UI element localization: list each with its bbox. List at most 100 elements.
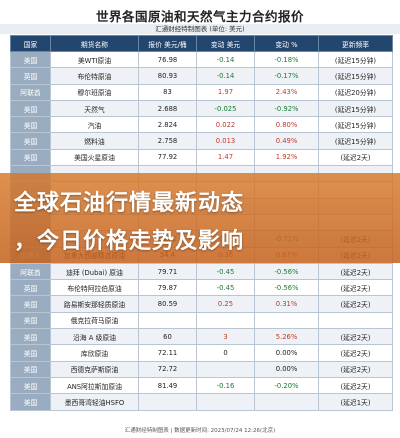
cell-name: 库欣原油 [50,344,139,362]
table-row: 美国 库欣原油 72.11 0 0.00% (延迟2天) [10,344,393,362]
cell-price: 60 [138,328,197,346]
cell-price: 76.98 [138,50,197,69]
cell-name: ANS阿拉斯加原油 [50,376,139,395]
cell-country: 美国 [10,132,51,150]
cell-change: -0.14 [196,50,255,69]
cell-price: 2.824 [138,116,197,134]
cell-country: 美国 [10,50,51,69]
cell-price [138,393,197,411]
table-row: 美国 沿海 A 级原油 60 3 5.26% (延迟2天) [10,328,393,346]
cell-freq: (延迟2天) [318,344,393,362]
table-row: 美国 墨西哥湾轻油HSFO (延迟1天) [10,393,393,411]
cell-pct [254,311,319,330]
cell-name: 路易斯安那轻质原油 [50,295,139,313]
cell-country: 美国 [10,295,51,313]
cell-name: 西德克萨斯原油 [50,360,139,378]
column-header-country: 国家 [10,35,51,52]
cell-name: 墨西哥湾轻油HSFO [50,393,139,411]
cell-freq [318,311,393,330]
cell-change: 3 [196,328,255,346]
cell-change: -0.14 [196,67,255,85]
cell-name: 布伦特原油 [50,67,139,85]
cell-country: 英国 [10,67,51,85]
footer-note: 汇通财经特制图表 | 数据更新时间: 2023/07/24 12:26(北京) [124,428,276,434]
cell-price: 77.92 [138,148,197,167]
cell-name: 迪拜 (Dubai) 原油 [50,262,139,281]
column-header-change: 变动 美元 [196,35,255,52]
cell-change [196,393,255,411]
cell-price: 72.72 [138,360,197,378]
page-subtitle: 汇通财经特制图表 (单位: 美元) [0,24,400,34]
cell-change: 0.25 [196,295,255,313]
cell-freq: (延迟20分钟) [318,83,393,101]
column-header-price: 报价 美元/桶 [138,35,197,52]
cell-pct: -0.56% [254,262,319,281]
column-header-pct: 变动 % [254,35,319,52]
table-row: 美国 ANS阿拉斯加原油 81.49 -0.16 -0.20% (延迟2天) [10,376,393,395]
cell-freq: (延迟15分钟) [318,50,393,69]
cell-pct [254,393,319,411]
cell-price: 83 [138,83,197,101]
cell-country: 美国 [10,344,51,362]
cell-change: 0.022 [196,116,255,134]
cell-country: 美国 [10,376,51,395]
cell-price: 80.59 [138,295,197,313]
cell-change [196,360,255,378]
cell-name: 美国火星原油 [50,148,139,167]
cell-country: 美国 [10,328,51,346]
table-row: 英国 布伦特阿拉伯原油 79.87 -0.45 -0.56% (延迟2天) [10,279,393,297]
cell-country: 美国 [10,311,51,330]
banner-headline-line-1: 全球石油行情最新动态 [14,191,245,216]
cell-change: 1.47 [196,148,255,167]
table-row: 美国 西德克萨斯原油 72.72 0.00% (延迟2天) [10,360,393,378]
cell-country: 阿联酋 [10,262,51,281]
cell-country: 美国 [10,360,51,378]
cell-freq: (延迟2天) [318,360,393,378]
cell-change: 1.97 [196,83,255,101]
cell-change: -0.025 [196,99,255,118]
cell-freq: (延迟2天) [318,148,393,167]
cell-price: 79.71 [138,262,197,281]
banner-headline-line-2: ，今日价格走势及影响 [14,229,245,254]
cell-name: 沿海 A 级原油 [50,328,139,346]
cell-freq: (延迟2天) [318,376,393,395]
cell-pct: 0.31% [254,295,319,313]
column-header-freq: 更新频率 [318,35,393,52]
table-row: 美国 天然气 2.688 -0.025 -0.92% (延迟15分钟) [10,99,393,118]
cell-price [138,311,197,330]
cell-pct: 2.43% [254,83,319,101]
table-header-row: 国家 期货名称 报价 美元/桶 变动 美元 变动 % 更新频率 [10,35,393,52]
cell-country: 英国 [10,279,51,297]
cell-freq: (延迟2天) [318,328,393,346]
cell-freq: (延迟2天) [318,262,393,281]
cell-country: 美国 [10,116,51,134]
cell-change: -0.45 [196,279,255,297]
column-header-name: 期货名称 [50,35,139,52]
cell-price: 2.688 [138,99,197,118]
cell-pct: -0.17% [254,67,319,85]
cell-change: 0 [196,344,255,362]
cell-change: -0.16 [196,376,255,395]
cell-freq: (延迟2天) [318,279,393,297]
table-row: 美国 燃料油 2.758 0.013 0.49% (延迟15分钟) [10,132,393,150]
cell-name: 燃料油 [50,132,139,150]
cell-freq: (延迟15分钟) [318,116,393,134]
cell-price: 80.93 [138,67,197,85]
cell-freq: (延迟1天) [318,393,393,411]
cell-change: -0.45 [196,262,255,281]
cell-country: 阿联酋 [10,83,51,101]
table-row: 美国 美WTI原油 76.98 -0.14 -0.18% (延迟15分钟) [10,50,393,69]
cell-price: 72.11 [138,344,197,362]
cell-pct: 0.80% [254,116,319,134]
cell-change: 0.013 [196,132,255,150]
table-row: 美国 汽油 2.824 0.022 0.80% (延迟15分钟) [10,116,393,134]
cell-freq: (延迟2天) [318,295,393,313]
table-row: 英国 布伦特原油 80.93 -0.14 -0.17% (延迟15分钟) [10,67,393,85]
cell-name: 美WTI原油 [50,50,139,69]
cell-freq: (延迟15分钟) [318,67,393,85]
cell-name: 俄克拉荷马原油 [50,311,139,330]
cell-pct: 0.49% [254,132,319,150]
table-row: 美国 美国火星原油 77.92 1.47 1.92% (延迟2天) [10,148,393,167]
cell-price: 81.49 [138,376,197,395]
